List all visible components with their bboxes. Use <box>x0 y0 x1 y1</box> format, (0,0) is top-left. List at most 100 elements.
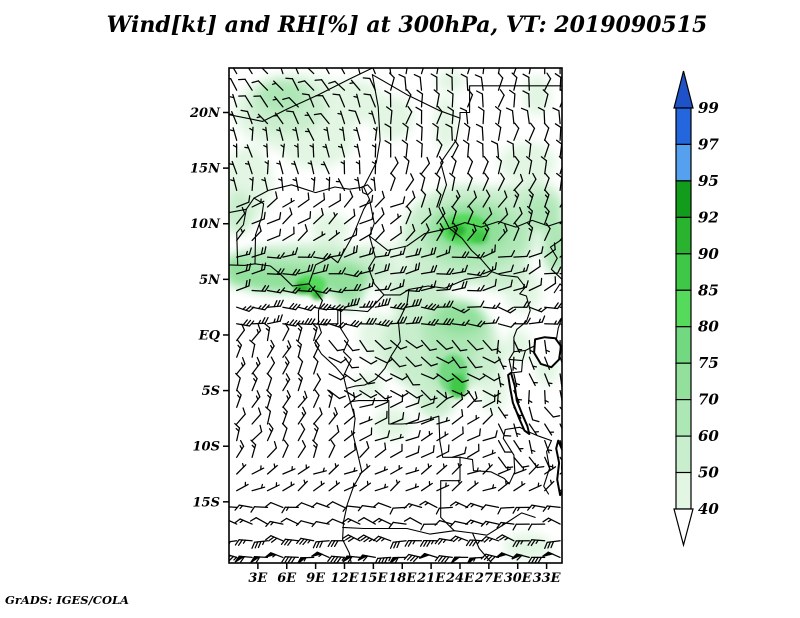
wind-barb <box>313 253 332 260</box>
rh-blob-50 <box>310 212 350 246</box>
wind-barb <box>251 465 265 475</box>
wind-barb <box>390 373 409 381</box>
colorbar-segment <box>675 326 692 364</box>
wind-barb <box>490 140 500 158</box>
wind-barb <box>544 72 552 91</box>
wind-barb <box>436 156 444 175</box>
wind-barb <box>280 538 299 546</box>
wind-barb <box>467 391 478 408</box>
rh-blob-50 <box>479 368 509 413</box>
wind-barb <box>496 339 502 355</box>
wind-barb <box>343 392 356 408</box>
wind-barb <box>295 520 315 527</box>
wind-barb <box>311 322 318 342</box>
wind-barb <box>450 155 457 175</box>
wind-barb <box>482 68 485 75</box>
lake-shape <box>533 336 562 369</box>
wind-barb <box>405 429 421 442</box>
wind-barb <box>370 176 376 192</box>
wind-barb <box>497 264 514 275</box>
wind-barb <box>451 392 464 408</box>
wind-barb <box>513 423 521 438</box>
colorbar-label: 70 <box>698 391 719 409</box>
wind-barb <box>544 242 556 258</box>
lon-tick-label: 6E <box>277 571 297 586</box>
wind-barb <box>357 517 376 525</box>
wind-barb <box>315 94 330 108</box>
wind-barb <box>368 110 376 125</box>
border-line <box>440 456 474 534</box>
rh-blob-75 <box>435 301 485 335</box>
wind-barb <box>544 456 553 470</box>
wind-barb <box>405 105 413 125</box>
wind-barb <box>513 155 520 175</box>
wind-barb <box>374 282 392 292</box>
wind-barb <box>436 245 451 258</box>
wind-barb <box>475 123 484 141</box>
wind-barb <box>482 172 490 192</box>
wind-barb <box>297 423 306 442</box>
wind-barb <box>313 467 327 475</box>
wind-barb <box>282 373 291 392</box>
wind-barb <box>328 230 341 242</box>
wind-barb <box>251 211 266 225</box>
wind-barb <box>445 123 453 141</box>
wind-barb <box>482 407 493 425</box>
wind-barb <box>528 122 536 141</box>
wind-barb <box>266 299 284 308</box>
wind-barb <box>436 389 454 400</box>
wind-barb <box>527 389 533 405</box>
wind-barb <box>373 126 378 141</box>
wind-barb <box>390 196 406 208</box>
wind-barb <box>282 356 290 375</box>
wind-barb <box>450 556 469 563</box>
wind-barb <box>342 505 361 512</box>
wind-barb <box>266 482 280 492</box>
wind-barb <box>236 278 251 292</box>
wind-barb <box>282 390 291 408</box>
wind-barb <box>543 139 550 158</box>
wind-barb <box>528 482 542 492</box>
wind-barb <box>313 303 332 311</box>
wind-barb <box>451 280 468 292</box>
wind-barb <box>420 463 432 475</box>
wind-barb <box>340 160 346 175</box>
wind-barb <box>449 172 456 192</box>
map-frame <box>228 67 563 564</box>
wind-barb <box>251 198 265 208</box>
colorbar-label: 95 <box>698 172 719 190</box>
wind-barb <box>544 389 549 405</box>
wind-barb <box>528 315 546 325</box>
colorbar-segment <box>675 399 692 437</box>
wind-barb <box>405 395 421 408</box>
wind-barb <box>343 408 356 425</box>
wind-barb <box>280 68 284 75</box>
wind-barb <box>482 155 489 175</box>
wind-barb <box>420 444 435 458</box>
wind-barb <box>304 111 315 125</box>
wind-barb <box>420 395 436 408</box>
wind-barb <box>420 280 437 292</box>
wind-barb <box>451 251 470 259</box>
wind-barb <box>497 439 512 453</box>
wind-barb <box>482 316 500 325</box>
wind-barb <box>328 248 345 258</box>
wind-barb <box>405 247 422 258</box>
wind-barb <box>261 177 269 192</box>
rh-blob-70 <box>257 79 306 113</box>
wind-barb <box>513 406 524 419</box>
wind-barb <box>405 373 421 386</box>
wind-barb <box>467 172 473 192</box>
wind-barb <box>544 406 561 418</box>
wind-barb <box>337 110 346 125</box>
wind-barb <box>451 462 463 475</box>
wind-barb <box>374 319 393 327</box>
wind-barb <box>282 465 296 475</box>
colorbar-label: 80 <box>698 318 719 336</box>
wind-barb <box>234 518 253 525</box>
border-line <box>308 186 371 285</box>
wind-barb <box>436 431 449 442</box>
wind-barb <box>249 339 256 358</box>
wind-barb <box>359 279 375 292</box>
